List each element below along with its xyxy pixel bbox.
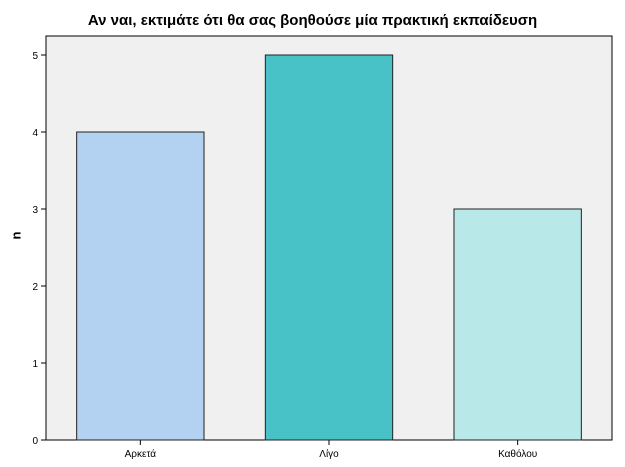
bar-3 — [453, 208, 582, 441]
x-tick-label: Λίγο — [319, 448, 339, 460]
y-tick-label: 5 — [32, 51, 38, 62]
chart-title: Αν ναι, εκτιμάτε ότι θα σας βοηθούσε μία… — [87, 12, 538, 29]
y-tick-label: 2 — [32, 282, 38, 293]
y-axis: 0 1 2 3 4 5 — [32, 51, 46, 447]
y-tick-label: 0 — [32, 436, 38, 447]
bar-2 — [264, 54, 394, 441]
y-tick-label: 4 — [32, 128, 38, 139]
x-axis: Αρκετά Λίγο Καθόλου — [125, 440, 537, 460]
bar-1 — [76, 131, 205, 441]
x-tick-label: Αρκετά — [125, 448, 157, 460]
y-tick-label: 3 — [32, 205, 38, 216]
bars — [76, 54, 582, 441]
y-tick-label: 1 — [32, 359, 38, 370]
x-tick-label: Καθόλου — [498, 448, 537, 460]
